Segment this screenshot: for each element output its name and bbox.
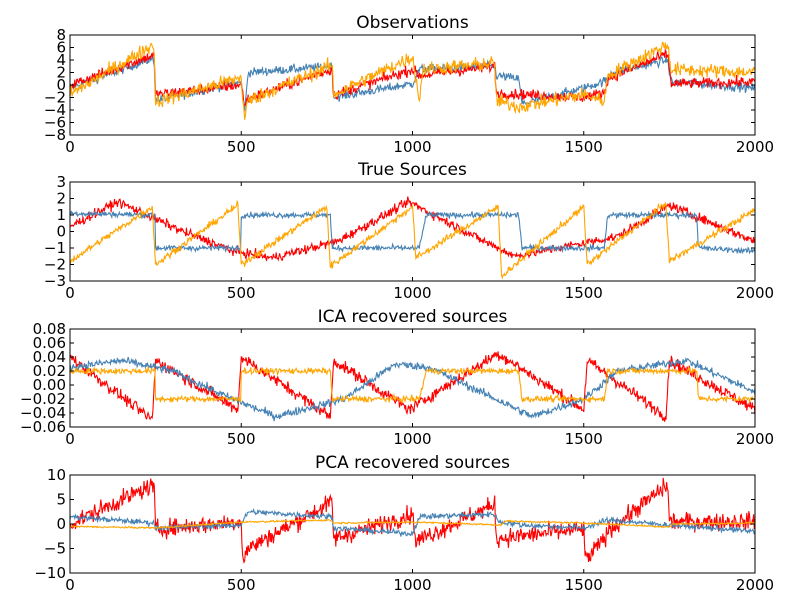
- y-tick-label: 0.06: [33, 334, 66, 352]
- x-tick-label: 0: [65, 138, 75, 156]
- y-tick-label: −8: [44, 126, 66, 144]
- y-tick-label: 6: [56, 39, 66, 57]
- x-tick-label: 2000: [736, 284, 774, 302]
- y-tick-label: 0: [56, 76, 66, 94]
- y-tick-label: −4: [44, 101, 66, 119]
- y-tick-label: 0: [56, 223, 66, 241]
- series-line-3: [70, 365, 755, 404]
- y-tick-label: −0.04: [20, 404, 66, 422]
- y-tick-label: 2: [56, 190, 66, 208]
- y-tick-label: 0: [56, 515, 66, 533]
- chart-title: PCA recovered sources: [315, 453, 510, 473]
- x-tick-label: 0: [65, 430, 75, 448]
- series-line-1: [70, 351, 755, 422]
- series-line-3: [70, 199, 755, 280]
- y-tick-label: 10: [47, 466, 66, 484]
- y-tick-label: 8: [56, 26, 66, 44]
- y-tick-label: 0.02: [33, 362, 66, 380]
- x-tick-label: 500: [227, 138, 256, 156]
- axes-frame: [69, 181, 756, 282]
- y-tick-label: −1: [44, 239, 66, 257]
- series-line-2: [70, 210, 755, 255]
- y-tick-label: −0.02: [20, 390, 66, 408]
- y-tick-label: 3: [56, 173, 66, 191]
- x-tick-label: 1500: [565, 284, 603, 302]
- y-tick-label: −6: [44, 114, 66, 132]
- y-tick-label: −5: [44, 540, 66, 558]
- y-tick-label: −2: [44, 256, 66, 274]
- x-tick-label: 0: [65, 576, 75, 594]
- y-tick-label: 4: [56, 51, 66, 69]
- y-tick-label: 2: [56, 64, 66, 82]
- chart-panel-3: 0 500 1000 1500 2000−0.06−0.04−0.020.000.020…: [20, 307, 774, 448]
- chart-title: Observations: [356, 13, 469, 33]
- series-line-2: [70, 356, 755, 422]
- series-line-2: [70, 507, 755, 537]
- x-tick-label: 0: [65, 284, 75, 302]
- x-tick-label: 1500: [565, 576, 603, 594]
- x-tick-label: 1500: [565, 430, 603, 448]
- x-tick-label: 1000: [393, 430, 431, 448]
- x-tick-label: 1000: [393, 138, 431, 156]
- chart-title: ICA recovered sources: [318, 307, 508, 327]
- chart-title: True Sources: [357, 160, 467, 180]
- x-tick-label: 1000: [393, 576, 431, 594]
- x-tick-label: 1500: [565, 138, 603, 156]
- x-tick-label: 500: [227, 284, 256, 302]
- x-tick-label: 2000: [736, 430, 774, 448]
- y-tick-label: −10: [34, 564, 66, 582]
- y-tick-label: 0.08: [33, 320, 66, 338]
- chart-panel-4: 0 500 1000 1500 2000 −10 −5 0 5 10 PCA recovered s…: [34, 453, 774, 594]
- series-line-1: [70, 55, 755, 112]
- x-tick-label: 2000: [736, 576, 774, 594]
- axes-frame: [69, 328, 756, 428]
- y-tick-label: 1: [56, 206, 66, 224]
- series-line-3: [70, 41, 755, 120]
- y-tick-label: −2: [44, 89, 66, 107]
- chart-panel-1: 0 500 1000 1500 2000−8−6−4−202468Observation…: [44, 13, 774, 156]
- y-tick-label: 0.04: [33, 348, 66, 366]
- series-line-1: [70, 477, 755, 565]
- y-tick-label: −0.06: [20, 418, 66, 436]
- series-line-1: [70, 196, 755, 262]
- series-line-3: [70, 518, 755, 530]
- y-tick-label: 0.00: [33, 376, 66, 394]
- x-tick-label: 1000: [393, 284, 431, 302]
- x-tick-label: 2000: [736, 138, 774, 156]
- x-tick-label: 500: [227, 430, 256, 448]
- y-tick-label: 5: [56, 491, 66, 509]
- x-tick-label: 500: [227, 576, 256, 594]
- y-tick-label: −3: [44, 272, 66, 290]
